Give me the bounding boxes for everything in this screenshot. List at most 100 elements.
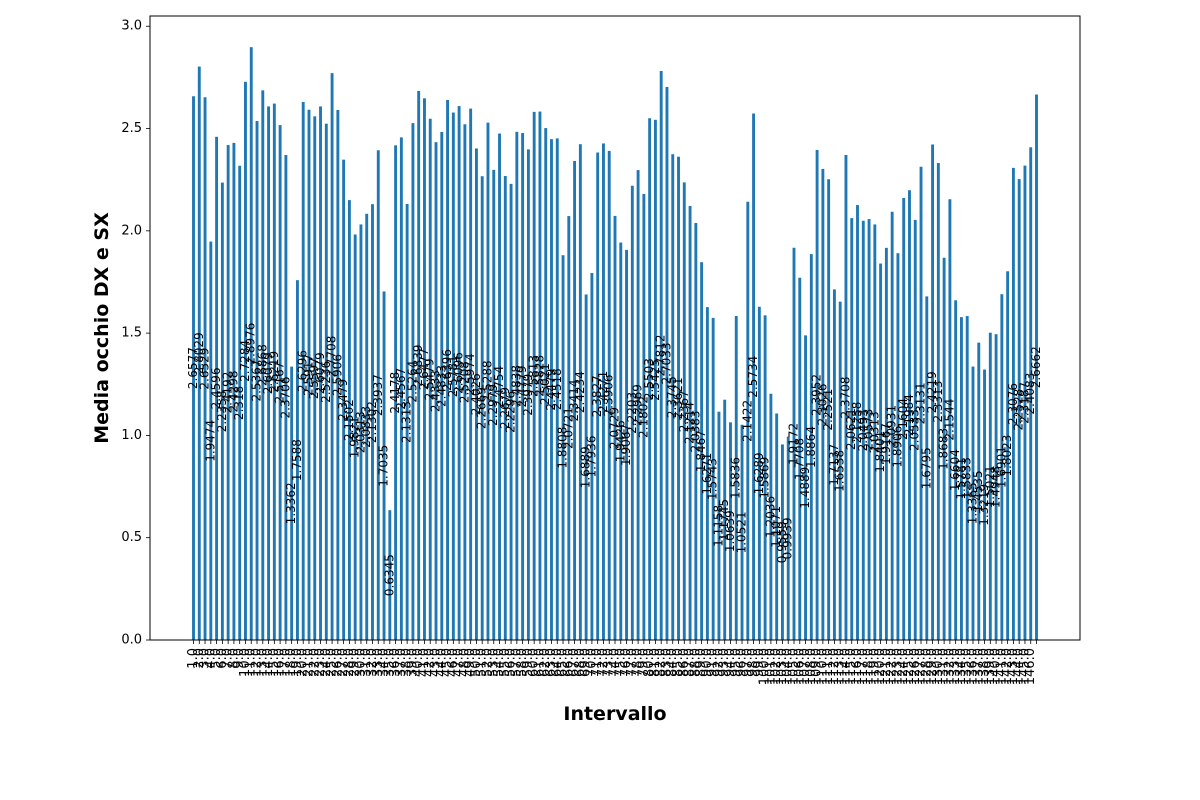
data-label: 2.0313 (867, 411, 881, 453)
bar (648, 118, 652, 641)
x-tick-label: 146.0 (1023, 648, 1038, 685)
bar (417, 90, 421, 640)
data-label: 2.4026 (469, 373, 483, 415)
x-tick-label: 38.0 (400, 648, 415, 677)
x-tick-label: 133.0 (948, 648, 963, 685)
bar (330, 73, 334, 641)
x-tick-label: 62.0 (538, 648, 553, 677)
bar (382, 291, 386, 640)
bar (232, 142, 236, 640)
data-label: 2.3952 (810, 374, 824, 416)
data-label: 1.5021 (983, 465, 997, 507)
data-label: 2.5917 (301, 354, 315, 396)
data-labels-group: 2.65772.80292.65291.94742.45962.23582.41… (186, 323, 1043, 597)
x-tick-label: 98.0 (746, 648, 761, 677)
bar (192, 96, 195, 640)
x-tick-label: 32.0 (365, 648, 380, 677)
bar (365, 213, 369, 640)
bar (965, 316, 969, 640)
x-tick-label: 129.0 (925, 648, 940, 685)
x-tick-label: 74.0 (608, 648, 623, 677)
x-tick-label: 40.0 (411, 648, 426, 677)
data-label: 2.4298 (226, 370, 240, 412)
bar (301, 102, 305, 640)
x-tick-label: 130.0 (931, 648, 946, 685)
bar (238, 165, 242, 640)
data-label: 2.0931 (885, 405, 899, 447)
data-label: 2.0721 (561, 407, 575, 449)
bar (694, 222, 698, 641)
x-tick-label: 48.0 (457, 648, 472, 677)
data-label: 2.2521 (821, 389, 835, 431)
bar (746, 201, 750, 641)
data-label: 2.5264 (405, 361, 419, 403)
bar (509, 183, 513, 640)
x-tick-label: 34.0 (377, 648, 392, 677)
x-tick-label: 51.0 (475, 648, 490, 677)
x-axis-title: Intervallo (563, 703, 666, 725)
data-label: 2.3827 (590, 375, 604, 417)
x-tick-label: 21.0 (301, 648, 316, 677)
x-tick-label: 64.0 (550, 648, 565, 677)
bar (405, 203, 409, 640)
data-label: 2.3937 (371, 374, 385, 416)
x-tick-label: 67.0 (567, 648, 582, 677)
x-tick-label: 123.0 (890, 648, 905, 685)
bar (602, 143, 605, 640)
x-tick-label: 103.0 (775, 648, 790, 685)
data-label: 2.6477 (417, 348, 431, 390)
bar (203, 97, 207, 641)
bar (844, 154, 848, 640)
x-tick-label: 50.0 (469, 648, 484, 677)
x-tick-label: 124.0 (896, 648, 911, 685)
bar (538, 111, 542, 640)
data-label: 1.5836 (729, 457, 743, 499)
x-tick-label: 26.0 (330, 648, 345, 677)
bar (792, 247, 796, 640)
x-tick-label: 63.0 (544, 648, 559, 677)
bar (723, 399, 727, 640)
data-label: 1.6795 (919, 447, 933, 489)
x-tick-label: 33.0 (371, 648, 386, 677)
bar (295, 280, 299, 640)
data-label: 1.8864 (804, 426, 818, 468)
data-label: 2.3479 (336, 379, 350, 421)
data-label: 1.8683 (937, 428, 951, 470)
x-tick-label: 135.0 (960, 648, 975, 685)
data-label: 2.6396 (440, 349, 454, 391)
x-tick-label: 7.0 (221, 648, 236, 669)
data-label: 2.6577 (186, 347, 200, 389)
bar (948, 199, 952, 641)
x-tick-label: 101.0 (763, 648, 778, 685)
bar (347, 200, 351, 640)
bar (290, 366, 294, 640)
bar (636, 170, 640, 640)
data-label: 2.3708 (838, 376, 852, 418)
data-label: 2.6662 (1029, 346, 1043, 388)
x-tick-label: 91.0 (706, 648, 721, 677)
data-label: 2.4754 (492, 366, 506, 408)
bar (613, 215, 617, 640)
x-tick-label: 78.0 (631, 648, 646, 677)
x-tick-label: 16.0 (273, 648, 288, 677)
x-tick-label: 57.0 (509, 648, 524, 677)
data-label: 2.0533 (908, 409, 922, 451)
x-tick-label: 2.0 (192, 648, 207, 669)
bar (677, 156, 680, 641)
data-label: 2.4333 (429, 370, 443, 412)
bar (659, 70, 663, 641)
x-tick-label: 59.0 (521, 648, 536, 677)
bar (942, 257, 946, 640)
data-label: 2.3414 (567, 379, 581, 421)
data-label: 2.5503 (642, 358, 656, 400)
bar (705, 307, 709, 640)
x-tick-label: 46.0 (446, 648, 461, 677)
x-tick-label: 87.0 (683, 648, 698, 677)
bar (902, 198, 906, 640)
x-tick-label: 41.0 (417, 648, 432, 677)
x-tick-label: 106.0 (792, 648, 807, 685)
y-tick-label: 2.0 (121, 223, 142, 238)
bar (434, 142, 438, 641)
data-label: 2.2969 (631, 384, 645, 426)
